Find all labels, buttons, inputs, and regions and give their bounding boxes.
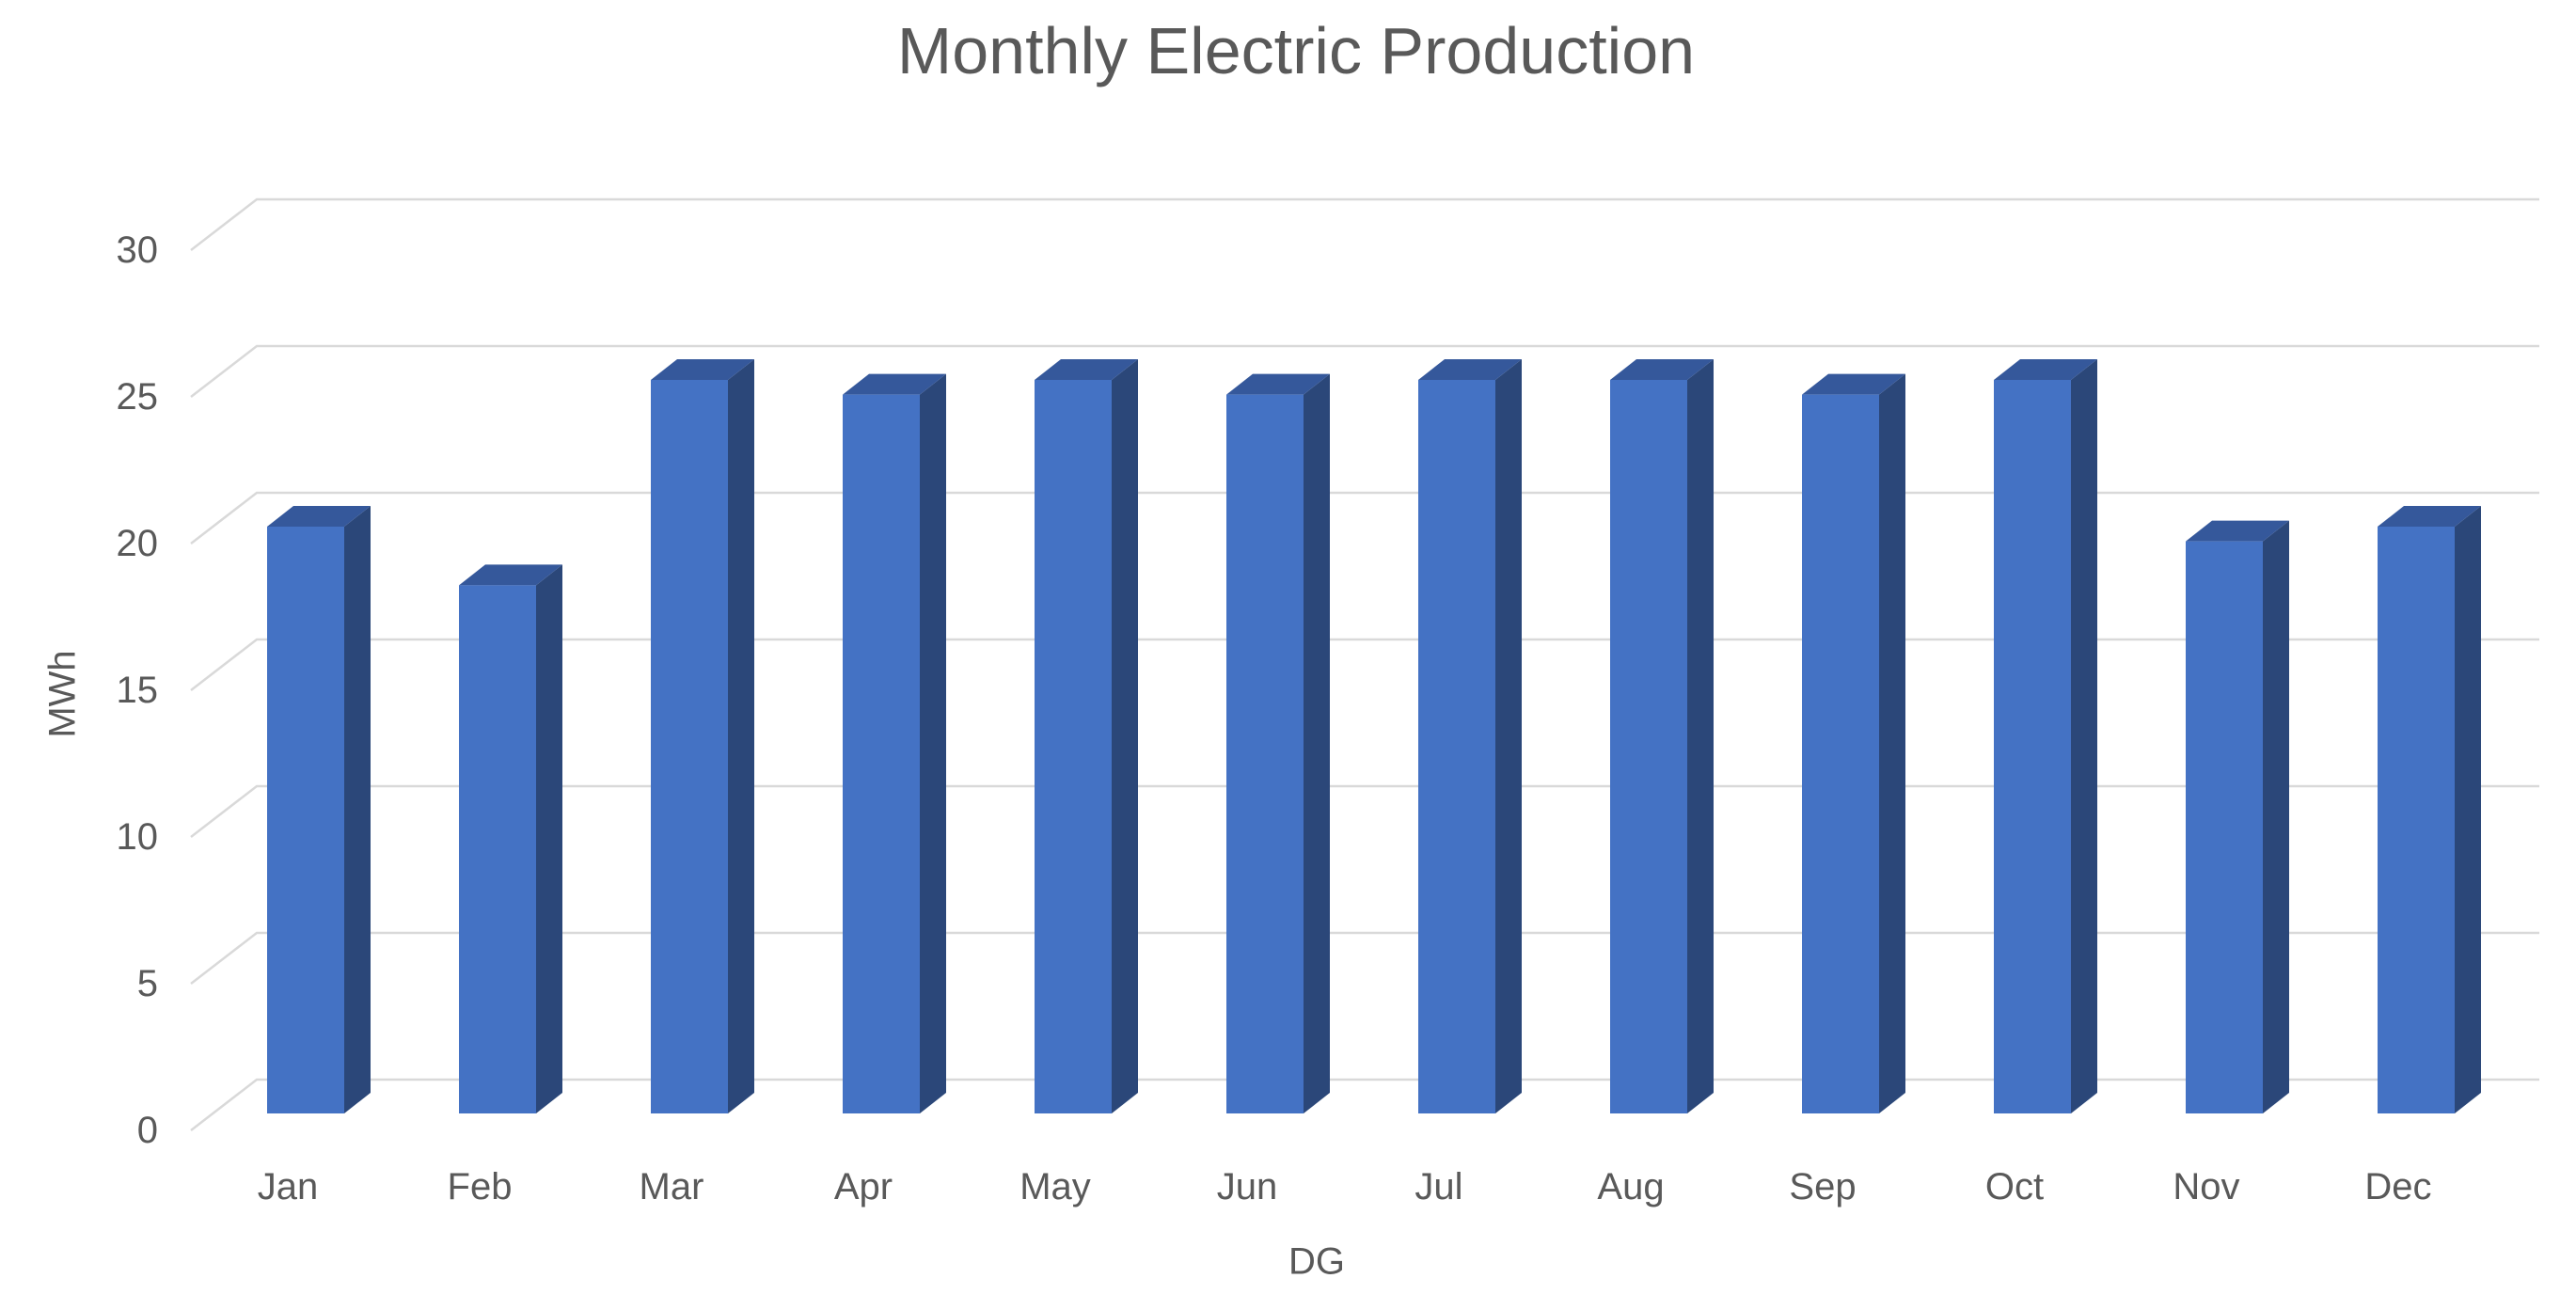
bar-front-face: [459, 585, 536, 1113]
bar-front-face: [2186, 541, 2263, 1113]
gridline-10: [190, 784, 2539, 838]
bar-top-face: [843, 373, 946, 395]
x-tick-label-nov: Nov: [2173, 1166, 2239, 1207]
x-tick-label-jul: Jul: [1414, 1166, 1462, 1207]
y-tick-label-10: 10: [117, 816, 159, 858]
x-axis-title: DG: [1288, 1240, 1345, 1283]
bar-top-face: [1994, 359, 2097, 380]
bar-side-face: [920, 373, 946, 1114]
bar-side-face: [1304, 373, 1330, 1114]
bar-jan[interactable]: [267, 506, 371, 1113]
x-tick-label-mar: Mar: [640, 1166, 704, 1207]
y-axis-title: MWh: [41, 650, 84, 738]
x-tick-label-oct: Oct: [1985, 1166, 2044, 1207]
bar-side-face: [2455, 506, 2481, 1113]
bar-sep[interactable]: [1802, 373, 1905, 1114]
bar-top-face: [651, 359, 754, 380]
bar-front-face: [1610, 380, 1687, 1113]
bar-top-face: [2378, 506, 2481, 527]
bar-side-face: [2263, 520, 2289, 1113]
bar-jun[interactable]: [1226, 373, 1330, 1114]
x-tick-label-may: May: [1019, 1166, 1091, 1207]
bar-side-face: [728, 359, 754, 1113]
bar-top-face: [2186, 520, 2289, 542]
bar-top-face: [1418, 359, 1522, 380]
bar-top-face: [1802, 373, 1905, 395]
bar-side-face: [1687, 359, 1714, 1113]
y-tick-label-20: 20: [117, 523, 159, 564]
gridline-30: [190, 197, 2539, 251]
bar-side-face: [344, 506, 371, 1113]
bar-may[interactable]: [1035, 359, 1138, 1113]
bar-side-face: [2071, 359, 2097, 1113]
bar-top-face: [1226, 373, 1330, 395]
bar-mar[interactable]: [651, 359, 754, 1113]
bar-front-face: [1226, 394, 1304, 1114]
x-tick-label-apr: Apr: [834, 1166, 893, 1207]
bar-front-face: [843, 394, 920, 1114]
bar-front-face: [267, 527, 344, 1113]
gridline-15: [190, 638, 2539, 691]
bar-top-face: [1610, 359, 1714, 380]
bar-front-face: [651, 380, 728, 1113]
y-tick-label-25: 25: [117, 376, 159, 418]
bar-apr[interactable]: [843, 373, 946, 1114]
gridline-0: [190, 1078, 2539, 1131]
y-tick-label-5: 5: [137, 963, 158, 1004]
y-tick-label-15: 15: [117, 670, 159, 711]
bar-top-face: [1035, 359, 1138, 380]
y-tick-label-0: 0: [137, 1110, 158, 1151]
gridline-25: [190, 344, 2539, 398]
x-tick-label-jun: Jun: [1217, 1166, 1278, 1207]
bar-top-face: [267, 506, 371, 527]
bar-front-face: [1035, 380, 1112, 1113]
bar-oct[interactable]: [1994, 359, 2097, 1113]
bar-front-face: [1994, 380, 2071, 1113]
bar-front-face: [1418, 380, 1495, 1113]
gridline-5: [190, 931, 2539, 985]
bar-front-face: [2378, 527, 2455, 1113]
x-tick-label-aug: Aug: [1597, 1166, 1664, 1207]
bar-nov[interactable]: [2186, 520, 2289, 1113]
x-tick-label-sep: Sep: [1789, 1166, 1856, 1207]
bar-aug[interactable]: [1610, 359, 1714, 1113]
gridline-20: [190, 491, 2539, 545]
bar-side-face: [1879, 373, 1905, 1114]
bar-feb[interactable]: [459, 564, 562, 1113]
bar-jul[interactable]: [1418, 359, 1522, 1113]
bar-dec[interactable]: [2378, 506, 2481, 1113]
chart-title: Monthly Electric Production: [896, 14, 1696, 87]
y-tick-label-30: 30: [117, 229, 159, 271]
x-tick-label-feb: Feb: [448, 1166, 513, 1207]
bar-top-face: [459, 564, 562, 586]
bar-side-face: [1495, 359, 1522, 1113]
x-tick-label-jan: Jan: [258, 1166, 319, 1207]
bar-side-face: [1112, 359, 1138, 1113]
x-tick-label-dec: Dec: [2364, 1166, 2431, 1207]
bar-side-face: [536, 564, 562, 1113]
bar-front-face: [1802, 394, 1879, 1114]
